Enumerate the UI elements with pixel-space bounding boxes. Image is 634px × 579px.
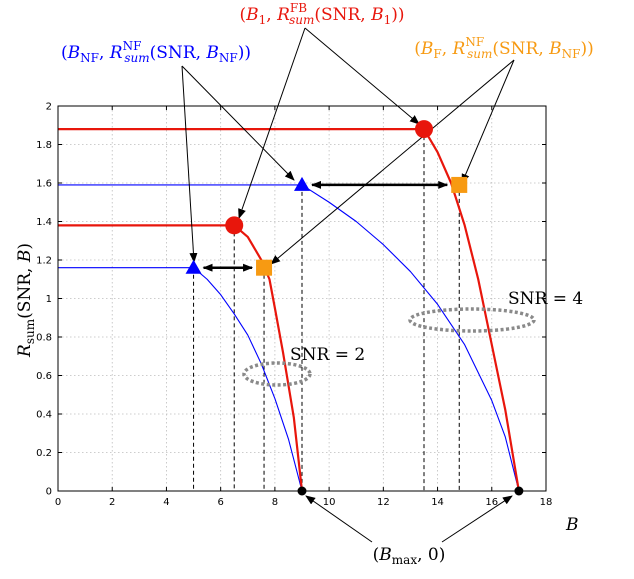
marker-bf	[256, 259, 273, 276]
y-tick-label: 0.2	[36, 448, 52, 459]
series-nf_snr2	[58, 267, 303, 492]
annotation-nf-point: (BNF, RNF sum(SNR, BNF))	[61, 39, 251, 65]
marker-bf	[451, 176, 468, 193]
annotation-bmax: (Bmax, 0)	[373, 545, 446, 567]
x-tick-label: 18	[540, 497, 553, 508]
y-tick-label: 1.6	[36, 179, 52, 190]
x-tick-label: 0	[55, 497, 61, 508]
marker-b1	[225, 216, 244, 235]
y-tick-label: 1	[46, 294, 52, 305]
annotation-snr2: SNR = 2	[290, 345, 365, 365]
y-tick-label: 0.8	[36, 333, 52, 344]
x-tick-label: 8	[272, 497, 278, 508]
y-tick-label: 1.2	[36, 256, 52, 267]
series-nf_snr4	[58, 184, 520, 492]
y-tick-label: 0.4	[36, 410, 52, 421]
axes-frame	[57, 105, 547, 492]
marker-bnf	[185, 259, 202, 274]
marker-b1	[415, 120, 433, 139]
y-tick-label: 2	[46, 102, 52, 113]
y-tick-label: 1.4	[36, 217, 52, 228]
x-tick-label: 10	[323, 497, 336, 508]
x-tick-label: 16	[485, 497, 498, 508]
point-markers	[185, 120, 524, 496]
double-arrows	[202, 180, 449, 272]
marker-bnf	[294, 176, 310, 191]
x-tick-label: 6	[217, 497, 223, 508]
x-tick-label: 2	[109, 497, 115, 508]
x-tick-label: 14	[431, 497, 444, 508]
snr-ellipses	[242, 307, 536, 387]
x-tick-label: 4	[163, 497, 169, 508]
annotation-fb-point: (B1, RFB sum(SNR, B1))	[240, 1, 405, 27]
snr2-ellipse	[242, 361, 312, 387]
y-tick-label: 0	[46, 487, 52, 498]
y-axis-label: Rsum(SNR, B)	[15, 243, 37, 358]
annotation-snr4: SNR = 4	[508, 289, 583, 309]
y-tick-label: 0.6	[36, 371, 52, 382]
snr4-ellipse	[408, 307, 536, 333]
y-tick-label: 1.8	[36, 140, 52, 151]
annotation-f-point: (BF, RNF sum(SNR, BNF))	[414, 35, 594, 61]
tick-labels: 0 2 4 6 8 10 12 14 16 18 0 0.2 0.4 0.6 0.8 1 1.2 1.4 1.6 1.…	[36, 102, 552, 509]
annotation-pointers	[181, 27, 515, 543]
x-tick-label: 12	[377, 497, 390, 508]
x-axis-label: B	[565, 515, 579, 535]
